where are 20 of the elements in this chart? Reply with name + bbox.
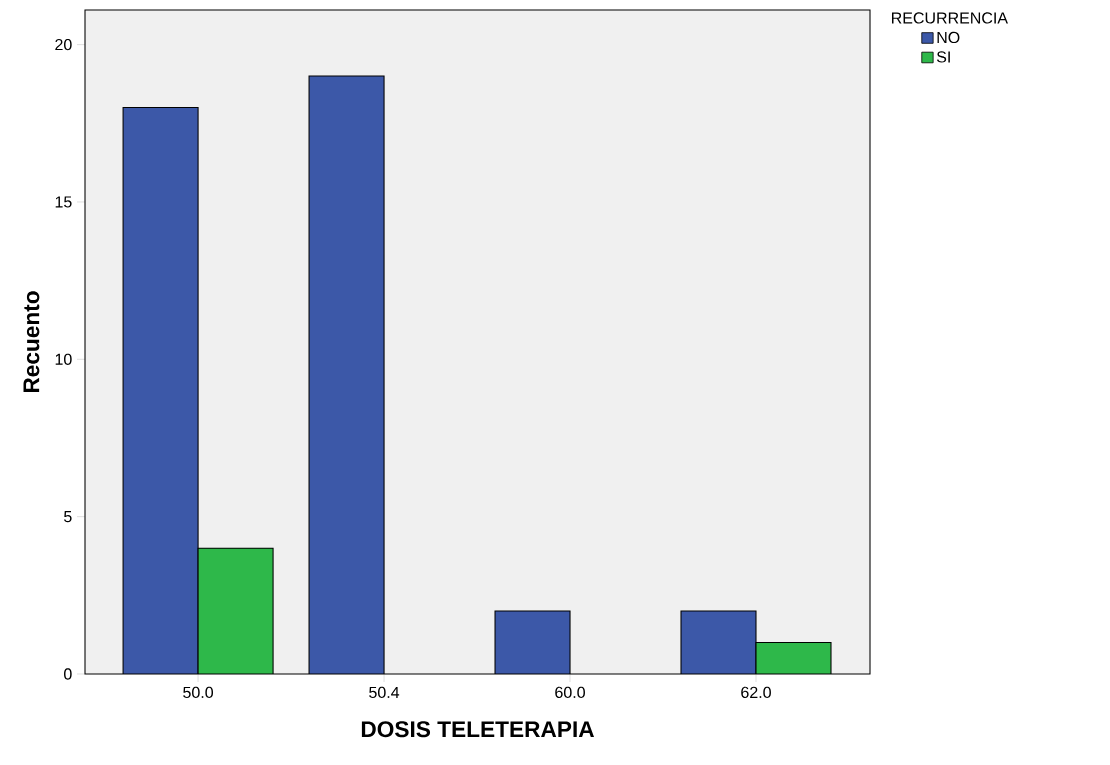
x-tick-label: 60.0	[555, 686, 585, 699]
y-tick-label: 20	[55, 38, 72, 51]
y-tick-label: 15	[55, 196, 72, 208]
y-axis-title: Recuento	[23, 291, 40, 393]
bar	[494, 610, 571, 674]
bar	[197, 547, 274, 674]
legend-label: NO	[937, 31, 960, 44]
x-axis-title: DOSIS TELETERAPIA	[361, 721, 595, 738]
bar	[122, 107, 199, 674]
bar	[755, 641, 832, 674]
x-tick-label: 50.0	[183, 686, 214, 699]
y-tick-label: 0	[64, 668, 72, 680]
x-tick-label: 62.0	[741, 686, 771, 699]
y-tick-label: 5	[64, 511, 72, 523]
bar	[308, 75, 385, 674]
legend-label: SI	[936, 51, 950, 63]
bar	[680, 610, 757, 674]
y-tick-label: 10	[55, 353, 72, 365]
x-tick-label: 50.4	[369, 686, 400, 699]
legend-title: RECURRENCIA	[892, 12, 1008, 24]
